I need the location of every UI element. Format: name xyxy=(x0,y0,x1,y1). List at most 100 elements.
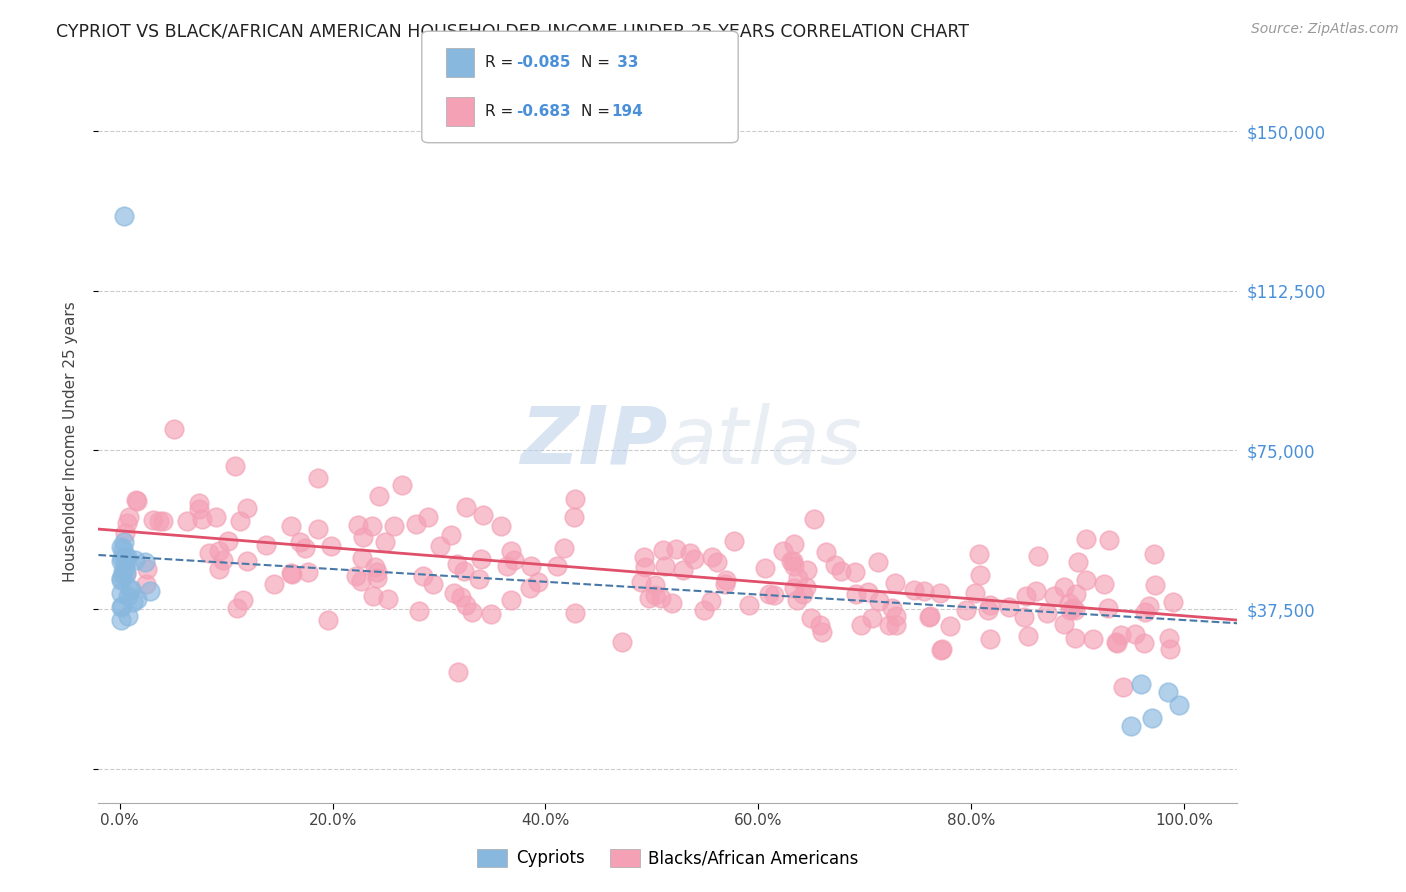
Point xyxy=(884,618,907,632)
Point xyxy=(997,599,1019,614)
Point xyxy=(114,567,136,582)
Point xyxy=(115,516,138,531)
Point xyxy=(758,587,780,601)
Point xyxy=(224,458,246,473)
Point xyxy=(454,598,477,612)
Text: 33: 33 xyxy=(612,55,638,70)
Text: atlas: atlas xyxy=(668,402,863,481)
Point xyxy=(783,558,806,573)
Point xyxy=(1112,681,1135,695)
Point xyxy=(280,518,302,533)
Point xyxy=(443,586,465,600)
Point xyxy=(112,209,135,223)
Point xyxy=(114,550,136,565)
Text: -0.085: -0.085 xyxy=(516,55,571,70)
Point xyxy=(471,508,494,522)
Point xyxy=(967,547,990,561)
Point xyxy=(352,551,374,566)
Point xyxy=(553,541,575,555)
Point xyxy=(844,566,866,580)
Point xyxy=(382,518,405,533)
Point xyxy=(502,553,524,567)
Point xyxy=(1012,610,1035,624)
Point xyxy=(702,549,724,564)
Point xyxy=(693,603,716,617)
Point xyxy=(405,516,427,531)
Text: ZIP: ZIP xyxy=(520,402,668,481)
Point xyxy=(1074,573,1097,587)
Point xyxy=(307,471,329,485)
Point xyxy=(814,545,837,559)
Point xyxy=(366,571,388,585)
Point xyxy=(391,478,413,492)
Point xyxy=(501,592,523,607)
Point xyxy=(811,625,834,640)
Point xyxy=(110,570,132,584)
Point xyxy=(254,537,277,551)
Point xyxy=(111,599,134,614)
Point xyxy=(117,589,139,603)
Point xyxy=(661,596,683,610)
Point xyxy=(527,574,550,589)
Point xyxy=(808,618,831,632)
Point xyxy=(163,422,186,436)
Point xyxy=(1140,711,1163,725)
Point xyxy=(737,599,759,613)
Point xyxy=(134,556,156,570)
Point xyxy=(786,592,808,607)
Point xyxy=(564,491,586,506)
Point xyxy=(344,569,367,583)
Point xyxy=(772,543,794,558)
Point xyxy=(208,562,231,576)
Point xyxy=(117,549,139,564)
Point xyxy=(1163,595,1185,609)
Point xyxy=(633,549,655,564)
Point xyxy=(1098,533,1121,547)
Point xyxy=(294,541,316,556)
Point xyxy=(470,552,492,566)
Point xyxy=(903,583,925,598)
Point xyxy=(142,513,165,527)
Point xyxy=(1137,599,1160,613)
Point xyxy=(361,518,384,533)
Point xyxy=(612,634,634,648)
Point xyxy=(796,580,818,594)
Point xyxy=(135,562,157,576)
Point xyxy=(1064,587,1087,601)
Point xyxy=(796,563,818,577)
Point xyxy=(1014,590,1036,604)
Point xyxy=(352,530,374,544)
Text: 194: 194 xyxy=(612,104,644,120)
Point xyxy=(1123,627,1146,641)
Point xyxy=(1159,642,1181,657)
Y-axis label: Householder Income Under 25 years: Householder Income Under 25 years xyxy=(63,301,77,582)
Point xyxy=(117,608,139,623)
Point xyxy=(125,591,148,606)
Point xyxy=(955,603,977,617)
Point xyxy=(918,610,941,624)
Point xyxy=(366,565,388,579)
Point xyxy=(288,535,311,549)
Point xyxy=(350,574,373,589)
Point xyxy=(212,553,235,567)
Point xyxy=(374,535,396,549)
Point xyxy=(316,614,339,628)
Point xyxy=(652,542,675,557)
Point xyxy=(650,591,672,606)
Point xyxy=(634,560,657,574)
Point xyxy=(882,600,904,615)
Point xyxy=(1017,629,1039,643)
Point xyxy=(429,539,451,553)
Point xyxy=(912,583,935,598)
Point xyxy=(453,564,475,578)
Point xyxy=(1157,632,1180,646)
Point xyxy=(682,552,704,566)
Point xyxy=(979,632,1001,646)
Point xyxy=(644,578,666,592)
Point xyxy=(754,561,776,575)
Point xyxy=(562,510,585,524)
Point xyxy=(780,554,803,568)
Point xyxy=(706,555,728,569)
Point xyxy=(110,613,132,627)
Point xyxy=(111,567,134,582)
